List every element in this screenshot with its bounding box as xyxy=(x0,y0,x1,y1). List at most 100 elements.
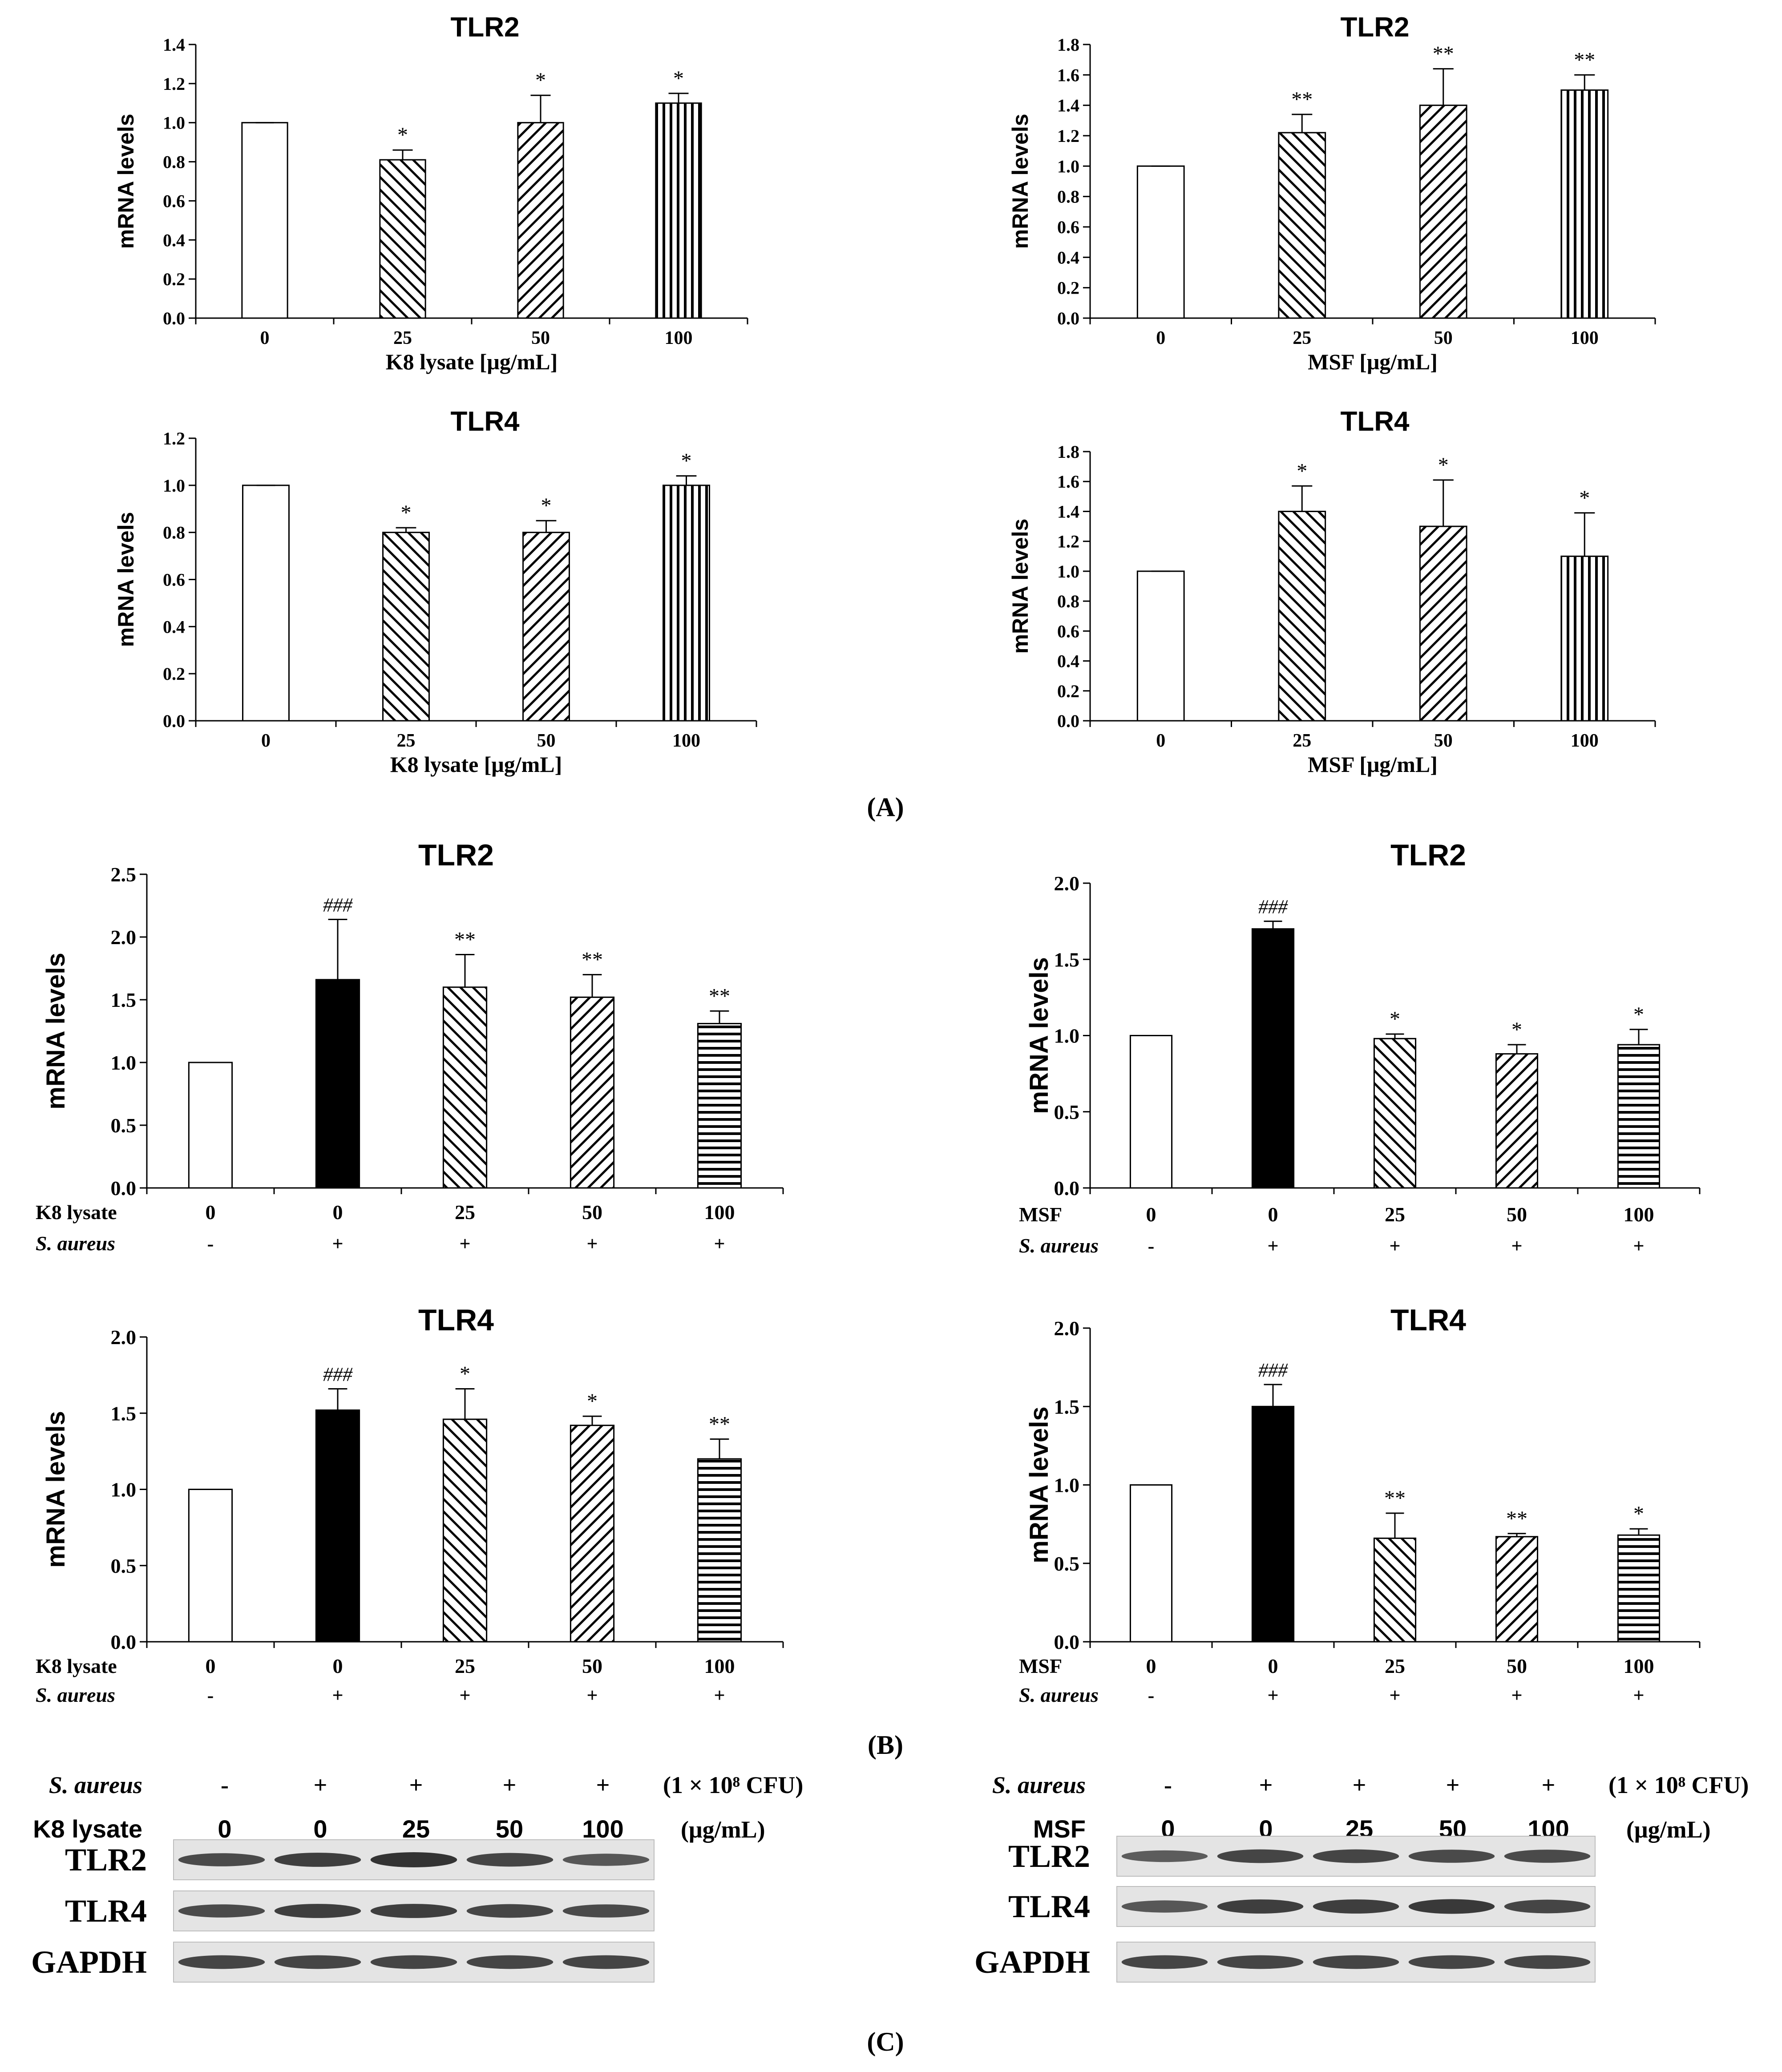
significance-label: ** xyxy=(1384,1486,1406,1510)
row2-label: + xyxy=(586,1684,598,1706)
y-tick-label: 0.2 xyxy=(163,269,185,289)
blot-band xyxy=(370,1852,457,1867)
y-tick-label: 1.5 xyxy=(111,989,137,1011)
blot-row2-value: 100 xyxy=(582,1815,623,1843)
chart-a1: TLR2 0.0 0.2 0.4 0.6 0.8 1.0 1.2 1.4 mRNA levels 0… xyxy=(113,12,748,374)
significance-label: ### xyxy=(323,894,353,916)
significance-label: ### xyxy=(323,1363,353,1385)
x-tick-label: 50 xyxy=(582,1655,602,1677)
blot-band xyxy=(1408,1899,1495,1914)
significance-label: ** xyxy=(709,984,730,1008)
blot-row1-value: + xyxy=(596,1772,610,1798)
chart-title: TLR4 xyxy=(418,1303,494,1337)
y-tick-label: 1.2 xyxy=(1057,532,1079,552)
y-tick-label: 0.8 xyxy=(163,523,185,543)
y-tick-label: 1.8 xyxy=(1057,442,1079,462)
y-tick-label: 2.0 xyxy=(1054,1317,1080,1340)
x-tick-label: 100 xyxy=(1571,731,1599,751)
significance-label: * xyxy=(1438,453,1449,477)
y-tick-label: 1.2 xyxy=(163,74,185,94)
significance-label: ** xyxy=(1574,48,1595,72)
blot-band xyxy=(1121,1955,1208,1969)
chart-b1: TLR2 0.0 0.5 1.0 1.5 2.0 2.5 mRNA levels 0 - ### 0 +… xyxy=(36,838,784,1255)
y-tick-label: 0.2 xyxy=(1057,278,1079,298)
chart-a3: TLR4 0.0 0.2 0.4 0.6 0.8 1.0 1.2 mRNA levels 0 * 25… xyxy=(113,406,757,777)
blot-band xyxy=(1217,1849,1304,1863)
x-tick-label: 0 xyxy=(1156,328,1165,348)
y-tick-label: 0.0 xyxy=(1054,1631,1080,1653)
chart-b2: TLR2 0.0 0.5 1.0 1.5 2.0 mRNA levels 0 - ### 0 + * 25… xyxy=(1019,838,1701,1257)
blot-row1-value: + xyxy=(1542,1772,1556,1798)
row2-axis-label: S. aureus xyxy=(1019,1684,1099,1706)
blot-row1-value: + xyxy=(409,1772,423,1798)
blot-band xyxy=(1121,1850,1208,1862)
y-tick-label: 2.0 xyxy=(111,1326,137,1349)
blot-band xyxy=(178,1853,265,1866)
y-tick-label: 2.0 xyxy=(111,926,137,949)
significance-label: * xyxy=(460,1362,470,1385)
x-axis-label: K8 lysate [μg/mL] xyxy=(386,349,558,374)
y-tick-label: 1.6 xyxy=(1057,472,1079,492)
row2-label: + xyxy=(1633,1684,1644,1706)
x-tick-label: 25 xyxy=(397,731,416,751)
bar xyxy=(1419,525,1467,722)
y-axis-label: mRNA levels xyxy=(1025,957,1054,1114)
y-axis-label: mRNA levels xyxy=(113,512,138,647)
blot-band xyxy=(1504,1850,1591,1863)
chart-a4: TLR4 0.0 0.2 0.4 0.6 0.8 1.0 1.2 1.4 1.6 1.8 mRNA l… xyxy=(1008,406,1656,777)
row2-label: + xyxy=(1267,1684,1278,1706)
x-tick-label: 25 xyxy=(455,1655,475,1677)
x-tick-label: 0 xyxy=(1156,731,1165,751)
bar xyxy=(315,1409,360,1643)
row2-label: + xyxy=(1511,1235,1522,1257)
y-tick-label: 2.0 xyxy=(1054,872,1080,895)
y-tick-label: 1.2 xyxy=(1057,126,1079,146)
bar xyxy=(1560,555,1609,722)
significance-label: * xyxy=(1579,486,1590,510)
x-tick-label: 25 xyxy=(1293,731,1311,751)
chart-title: TLR4 xyxy=(1390,1303,1466,1337)
bar xyxy=(570,996,615,1189)
blot-band xyxy=(1504,1955,1591,1969)
row2-label: + xyxy=(332,1684,343,1706)
blot-band-label: GAPDH xyxy=(31,1944,147,1980)
y-tick-label: 0.2 xyxy=(1057,681,1079,701)
significance-label: * xyxy=(397,123,408,147)
blot-row1-label: S. aureus xyxy=(992,1772,1086,1798)
y-tick-label: 1.6 xyxy=(1057,65,1079,85)
row2-axis-label: S. aureus xyxy=(36,1684,115,1706)
y-tick-label: 0.0 xyxy=(111,1631,137,1653)
row2-label: + xyxy=(459,1684,470,1706)
row2-label: + xyxy=(1267,1235,1278,1257)
x-tick-label: 25 xyxy=(1385,1655,1405,1677)
y-axis-label: mRNA levels xyxy=(41,1411,70,1567)
x-tick-label: 25 xyxy=(455,1201,475,1224)
bar xyxy=(1136,570,1185,722)
y-tick-label: 1.0 xyxy=(111,1051,137,1074)
bar xyxy=(315,979,360,1189)
bar xyxy=(1251,928,1295,1189)
bar xyxy=(522,532,570,722)
bar xyxy=(1495,1536,1539,1643)
row2-label: + xyxy=(714,1233,725,1255)
significance-label: ** xyxy=(1506,1507,1527,1531)
y-tick-label: 0.5 xyxy=(111,1114,137,1137)
blot-band xyxy=(1313,1849,1399,1863)
blot-row2-value: 25 xyxy=(402,1815,430,1843)
chart-a2: TLR2 0.0 0.2 0.4 0.6 0.8 1.0 1.2 1.4 1.6 1.8 mRNA l… xyxy=(1008,12,1656,374)
x-tick-label: 0 xyxy=(1146,1203,1156,1226)
significance-label: ### xyxy=(1258,1359,1288,1381)
significance-label: * xyxy=(681,449,692,473)
x-tick-label: 100 xyxy=(704,1201,735,1224)
blot-band xyxy=(466,1904,554,1918)
bar xyxy=(697,1458,742,1643)
y-tick-label: 1.4 xyxy=(1057,501,1079,521)
blot-band-label: TLR4 xyxy=(1008,1889,1090,1924)
significance-label: ** xyxy=(1291,88,1313,111)
bar xyxy=(1495,1053,1539,1189)
y-tick-label: 0.8 xyxy=(1057,187,1079,207)
blot-row1-value: + xyxy=(314,1772,327,1798)
row1-axis-label: K8 lysate xyxy=(36,1201,117,1224)
y-tick-label: 0.0 xyxy=(163,711,185,731)
